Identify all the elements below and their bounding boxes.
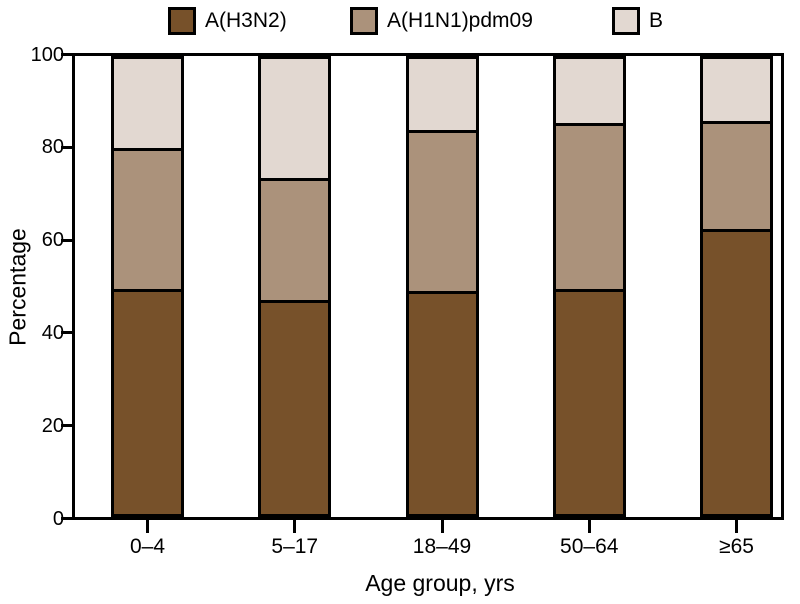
- legend-swatch-b: [612, 7, 640, 35]
- segment-a-h1n1-pdm09-65: [700, 120, 773, 232]
- legend-item-ah3n2: A(H3N2): [168, 6, 287, 36]
- segment-a-h1n1-pdm09-5-17: [258, 178, 332, 304]
- y-tick-80: [61, 145, 73, 149]
- segment-a-h1n1-pdm09-0-4: [111, 148, 184, 292]
- x-tick-0-4: [146, 520, 149, 533]
- y-tick-0: [61, 517, 73, 520]
- x-tick-18-49: [440, 520, 444, 533]
- legend-label-b: B: [649, 9, 664, 32]
- segment-b-18-49: [405, 56, 479, 133]
- x-axis-title: Age group, yrs: [365, 570, 515, 596]
- segment-b-0-4: [111, 56, 184, 152]
- x-tick-label-18-49: 18–49: [412, 535, 472, 558]
- segment-a-h3n2-18-49: [405, 291, 479, 517]
- segment-a-h3n2-50-64: [552, 288, 626, 517]
- segment-a-h3n2-65: [700, 228, 773, 517]
- legend-item-ah1n1pdm09: A(H1N1)pdm09: [350, 6, 533, 36]
- plot-area: [72, 53, 784, 520]
- y-tick-label-20: 20: [41, 414, 64, 437]
- y-tick-label-100: 100: [30, 43, 64, 66]
- legend-item-b: B: [612, 6, 663, 36]
- y-tick-label-80: 80: [41, 136, 64, 159]
- segment-a-h1n1-pdm09-18-49: [405, 129, 479, 295]
- y-tick-label-40: 40: [41, 321, 64, 344]
- segment-a-h3n2-5-17: [258, 300, 332, 517]
- segment-a-h1n1-pdm09-50-64: [552, 122, 626, 292]
- legend-swatch-ah1n1pdm09: [350, 7, 378, 35]
- x-tick-label-0-4: 0–4: [129, 535, 166, 558]
- segment-a-h3n2-0-4: [111, 288, 184, 517]
- y-tick-60: [61, 238, 73, 242]
- legend-label-ah3n2: A(H3N2): [205, 9, 287, 32]
- y-tick-20: [61, 424, 73, 428]
- segment-b-50-64: [552, 56, 626, 126]
- y-tick-100: [61, 53, 73, 56]
- x-tick-5-17: [293, 520, 297, 533]
- y-tick-40: [61, 331, 73, 335]
- x-tick-label-65: ≥65: [719, 535, 754, 558]
- legend-swatch-ah3n2: [168, 7, 196, 35]
- x-tick-label-5-17: 5–17: [271, 535, 319, 558]
- segment-b-65: [700, 56, 773, 124]
- x-tick-50-64: [587, 520, 591, 533]
- x-tick-label-50-64: 50–64: [560, 535, 619, 558]
- y-tick-label-0: 0: [52, 507, 64, 530]
- x-tick-65: [735, 520, 738, 533]
- legend-label-ah1n1pdm09: A(H1N1)pdm09: [387, 9, 533, 32]
- segment-b-5-17: [258, 56, 332, 182]
- y-tick-label-60: 60: [41, 229, 64, 252]
